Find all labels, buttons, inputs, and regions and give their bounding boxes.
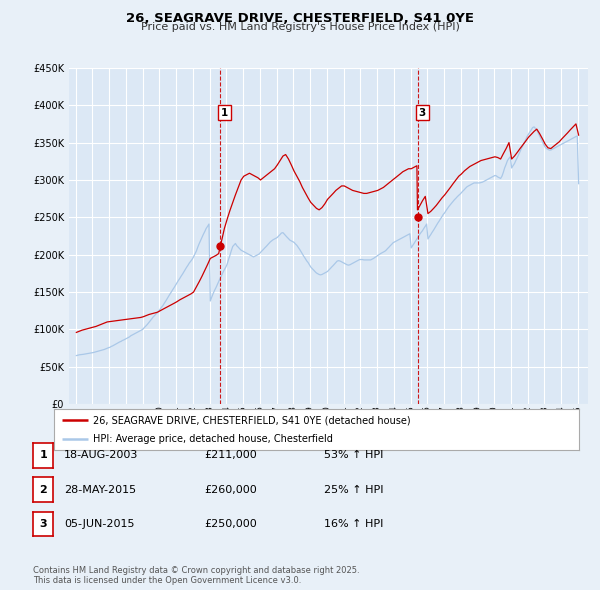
Text: 3: 3	[40, 519, 47, 529]
Text: 05-JUN-2015: 05-JUN-2015	[64, 519, 134, 529]
Text: HPI: Average price, detached house, Chesterfield: HPI: Average price, detached house, Ches…	[94, 434, 333, 444]
Text: 1: 1	[221, 108, 228, 117]
Text: £260,000: £260,000	[204, 485, 257, 494]
Text: 3: 3	[419, 108, 426, 117]
Text: 25% ↑ HPI: 25% ↑ HPI	[324, 485, 383, 494]
Text: 26, SEAGRAVE DRIVE, CHESTERFIELD, S41 0YE: 26, SEAGRAVE DRIVE, CHESTERFIELD, S41 0Y…	[126, 12, 474, 25]
Text: 53% ↑ HPI: 53% ↑ HPI	[324, 451, 383, 460]
Text: £211,000: £211,000	[204, 451, 257, 460]
Text: 26, SEAGRAVE DRIVE, CHESTERFIELD, S41 0YE (detached house): 26, SEAGRAVE DRIVE, CHESTERFIELD, S41 0Y…	[94, 415, 411, 425]
Text: Price paid vs. HM Land Registry's House Price Index (HPI): Price paid vs. HM Land Registry's House …	[140, 22, 460, 32]
Text: £250,000: £250,000	[204, 519, 257, 529]
Text: 2: 2	[40, 485, 47, 494]
Text: 1: 1	[40, 451, 47, 460]
Text: 28-MAY-2015: 28-MAY-2015	[64, 485, 136, 494]
Text: 18-AUG-2003: 18-AUG-2003	[64, 451, 139, 460]
Text: 16% ↑ HPI: 16% ↑ HPI	[324, 519, 383, 529]
Text: Contains HM Land Registry data © Crown copyright and database right 2025.
This d: Contains HM Land Registry data © Crown c…	[33, 566, 359, 585]
